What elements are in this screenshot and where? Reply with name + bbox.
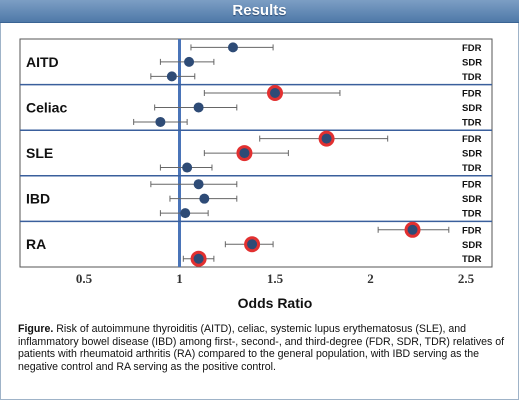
- group-label-ra: RA: [26, 236, 46, 252]
- odds-ratio-point: [227, 42, 238, 53]
- row-label-tdr: TDR: [462, 254, 482, 265]
- odds-ratio-point: [239, 148, 250, 159]
- odds-ratio-point: [155, 116, 166, 127]
- odds-ratio-point: [193, 179, 204, 190]
- row-label-tdr: TDR: [462, 163, 482, 174]
- row-label-tdr: TDR: [462, 117, 482, 128]
- row-label-fdr: FDR: [462, 225, 482, 236]
- row-label-fdr: FDR: [462, 180, 482, 191]
- header-title: Results: [232, 2, 287, 19]
- caption-text: Risk of autoimmune thyroiditis (AITD), c…: [18, 323, 505, 373]
- x-tick-label: 1.5: [267, 271, 284, 286]
- row-label-fdr: FDR: [462, 134, 482, 145]
- row-label-sdr: SDR: [462, 149, 482, 160]
- odds-ratio-point: [247, 239, 258, 250]
- odds-ratio-point: [180, 208, 191, 219]
- x-tick-label: 0.5: [76, 271, 93, 286]
- row-label-sdr: SDR: [462, 103, 482, 114]
- odds-ratio-point: [166, 71, 177, 82]
- x-tick-label: 2.5: [458, 271, 475, 286]
- x-axis-title: Odds Ratio: [238, 295, 313, 311]
- row-label-fdr: FDR: [462, 43, 482, 54]
- row-label-tdr: TDR: [462, 209, 482, 220]
- odds-ratio-point: [193, 253, 204, 264]
- row-label-tdr: TDR: [462, 72, 482, 83]
- group-label-ibd: IBD: [26, 191, 50, 207]
- figure-caption: Figure. Risk of autoimmune thyroiditis (…: [18, 323, 508, 373]
- row-label-sdr: SDR: [462, 57, 482, 68]
- odds-ratio-point: [182, 162, 193, 173]
- forest-plot: AITD FDR SDR TDR Celiac FDR SDR TDR SLE FDR SDR TDR…: [19, 38, 493, 311]
- odds-ratio-point: [199, 193, 210, 204]
- odds-ratio-point: [270, 87, 280, 98]
- row-label-sdr: SDR: [462, 240, 482, 251]
- group-label-sle: SLE: [26, 145, 53, 161]
- group-label-aitd: AITD: [26, 54, 59, 70]
- x-tick-label: 1: [176, 271, 183, 286]
- group-label-celiac: Celiac: [26, 99, 67, 115]
- row-label-fdr: FDR: [462, 88, 482, 99]
- results-header: Results: [0, 0, 519, 23]
- odds-ratio-point: [407, 224, 418, 235]
- odds-ratio-point: [193, 102, 204, 113]
- caption-label: Figure.: [18, 323, 54, 335]
- x-tick-label: 2: [367, 271, 374, 286]
- row-label-sdr: SDR: [462, 194, 482, 205]
- odds-ratio-point: [321, 133, 332, 144]
- odds-ratio-point: [184, 56, 195, 67]
